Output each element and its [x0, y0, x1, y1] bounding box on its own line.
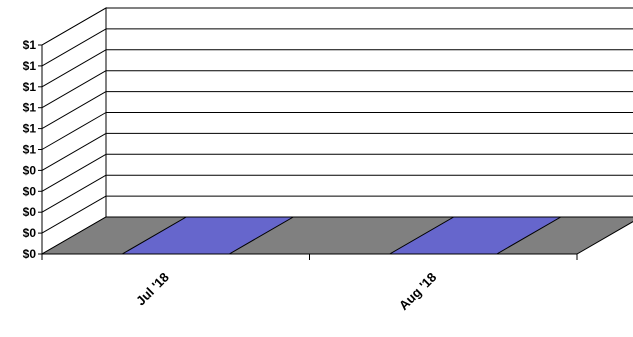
gridlines	[41, 7, 633, 255]
x-tick-label: Jul '18	[133, 270, 172, 309]
y-tick-label: $0	[23, 205, 37, 219]
axes	[38, 44, 578, 260]
y-axis-tick-labels: $0 $0 $0 $0 $0 $1 $1 $1 $1 $1 $1	[23, 38, 37, 261]
gridline-side	[41, 153, 107, 192]
y-tick-label: $1	[23, 59, 37, 73]
gridline-side	[41, 49, 107, 88]
y-tick-label: $1	[23, 101, 37, 115]
y-tick-label: $0	[23, 226, 37, 240]
gridline-side	[41, 91, 107, 130]
gridline-side	[41, 28, 107, 67]
y-tick-label: $0	[23, 247, 37, 261]
gridline-side	[41, 174, 107, 213]
y-tick-label: $1	[23, 143, 37, 157]
y-tick-label: $1	[23, 122, 37, 136]
y-tick-label: $0	[23, 163, 37, 177]
y-tick-label: $0	[23, 184, 37, 198]
gridline-side	[41, 70, 107, 109]
gridline-side	[41, 132, 107, 171]
gridline-side	[41, 112, 107, 150]
gridline-side	[41, 195, 107, 234]
x-tick-label: Aug '18	[396, 270, 439, 313]
x-axis-tick-labels: Jul '18 Aug '18	[133, 270, 439, 313]
y-tick-label: $1	[23, 38, 37, 52]
gridline-side	[41, 7, 107, 46]
y-tick-label: $1	[23, 80, 37, 94]
